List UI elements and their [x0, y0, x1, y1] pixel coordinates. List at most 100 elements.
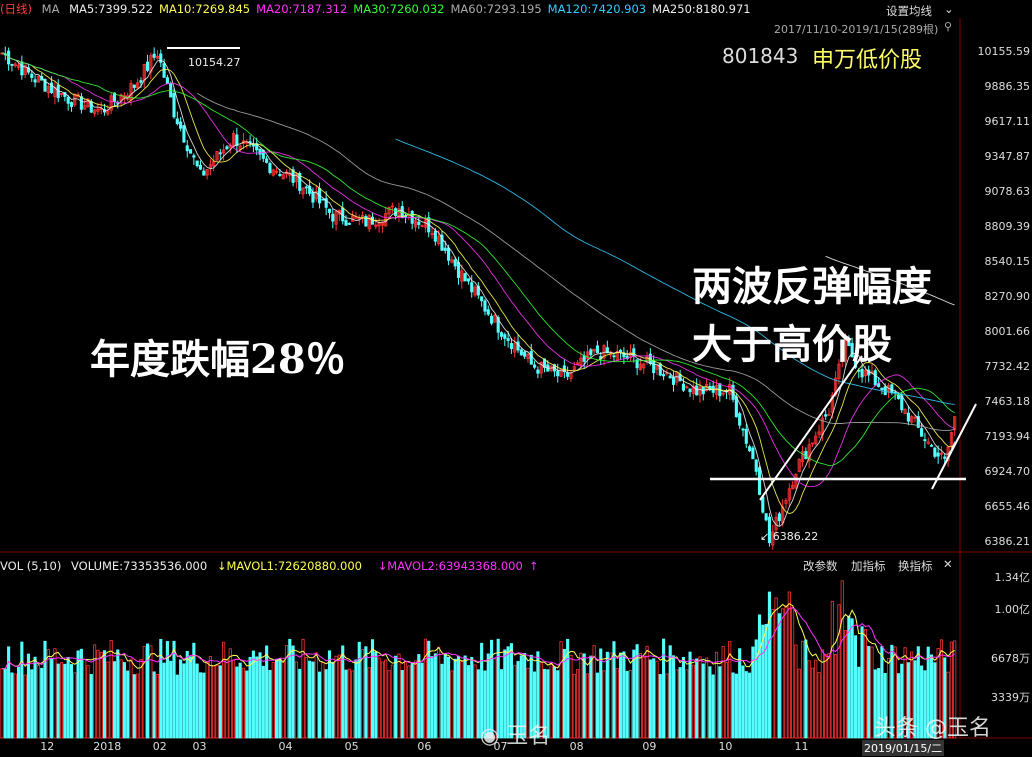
volume-bar	[43, 640, 47, 739]
candle-body	[162, 63, 166, 78]
volume-bar	[807, 660, 811, 739]
volume-bar	[642, 656, 646, 739]
volume-bar	[708, 666, 712, 739]
volume-bar	[738, 648, 742, 739]
volume-bar	[301, 638, 305, 739]
volume-bar	[79, 648, 83, 739]
ma-label: MA	[41, 2, 60, 16]
pin-icon[interactable]: ⚲	[944, 20, 953, 33]
candle-body	[453, 259, 457, 267]
close-icon[interactable]: ✕	[943, 557, 953, 571]
volume-bar	[797, 668, 801, 739]
volume-bar	[26, 653, 31, 739]
volume-bar	[843, 630, 848, 739]
candle-body	[953, 416, 957, 431]
candle-body	[185, 145, 189, 152]
candle-body	[569, 372, 573, 379]
candle-body	[440, 234, 444, 251]
candle-body	[840, 359, 844, 362]
candle-body	[721, 392, 725, 395]
rebound-annotation-line1: 两波反弹幅度	[692, 263, 932, 310]
change-params-button[interactable]: 改参数	[803, 559, 838, 573]
candle-body	[456, 262, 461, 278]
candle-body	[102, 109, 107, 113]
volume-bar	[741, 665, 745, 739]
volume-bar	[443, 653, 447, 739]
volume-bar	[132, 674, 136, 739]
volume-bar	[116, 649, 120, 739]
settings-ma-button[interactable]: 设置均线	[886, 4, 932, 18]
ma-item-1: MA10:7269.845	[158, 2, 251, 16]
volume-bar	[906, 662, 910, 739]
candle-body	[900, 395, 904, 411]
volume-bar	[486, 653, 490, 739]
volume-bar	[609, 652, 613, 739]
volume-bar	[562, 648, 566, 739]
candle-body	[433, 230, 437, 242]
volume-bar	[112, 661, 117, 739]
time-tick-label: 12	[40, 740, 55, 753]
candle-body	[744, 428, 748, 444]
volume-bar	[523, 652, 527, 739]
volume-bar	[546, 669, 550, 739]
price-tick-label: 7463.18	[984, 394, 1031, 408]
volume-bar	[410, 662, 414, 739]
time-tick-label: 03	[192, 740, 207, 753]
candle-body	[572, 366, 576, 370]
candle-body	[301, 187, 305, 195]
candle-body	[145, 61, 150, 71]
time-tick-label: 06	[417, 740, 432, 753]
candle-body	[910, 416, 914, 423]
volume-bar	[638, 653, 642, 739]
candle-body	[771, 531, 775, 546]
candle-body	[903, 409, 907, 415]
candle-body	[681, 383, 685, 391]
volume-bar	[913, 660, 917, 739]
candle-body	[255, 143, 259, 151]
volume-bar	[3, 668, 7, 739]
chevron-down-icon[interactable]: ⌄	[944, 2, 954, 16]
candle-body	[311, 191, 315, 203]
volume-bar	[288, 638, 292, 739]
switch-indicator-button[interactable]: 换指标	[898, 559, 933, 573]
volume-bar	[678, 667, 682, 739]
candle-body	[506, 338, 510, 341]
volume-bar	[430, 656, 434, 739]
volume-bar	[265, 645, 269, 739]
candle-body	[605, 347, 609, 354]
volume-bar	[791, 607, 795, 739]
candle-body	[271, 169, 275, 176]
volume-bar	[566, 638, 570, 739]
candle-body	[503, 334, 507, 339]
candle-body	[258, 148, 262, 155]
candle-body	[929, 444, 934, 447]
candle-body	[923, 439, 927, 442]
candle-body	[268, 163, 272, 173]
volume-bar	[493, 658, 497, 739]
price-tick-label: 8809.39	[984, 219, 1031, 233]
volume-bar	[625, 670, 629, 739]
vol-label[interactable]: VOL (5,10)	[0, 559, 62, 573]
volume-bar	[877, 668, 881, 739]
volume-bar	[701, 663, 705, 739]
volume-bar	[175, 674, 179, 739]
volume-bar	[542, 668, 547, 739]
candle-body	[13, 63, 17, 67]
volume-bar	[509, 643, 513, 739]
volume-bar	[334, 655, 338, 739]
candle-body	[642, 363, 646, 369]
volume-bar	[165, 641, 169, 739]
volume-bar	[268, 669, 272, 739]
index-code: 801843	[722, 44, 799, 68]
candle-body	[251, 144, 255, 147]
period-label[interactable]: (日线)	[0, 2, 32, 16]
weibo-icon: ◉	[480, 724, 500, 749]
volume-bar	[896, 673, 901, 739]
volume-bar	[731, 672, 735, 739]
add-indicator-button[interactable]: 加指标	[851, 559, 886, 573]
candle-body	[939, 452, 944, 455]
candle-body	[794, 474, 798, 489]
candle-body	[225, 146, 229, 150]
volume-bar	[351, 670, 355, 739]
ma-item-3: MA30:7260.032	[353, 2, 445, 16]
